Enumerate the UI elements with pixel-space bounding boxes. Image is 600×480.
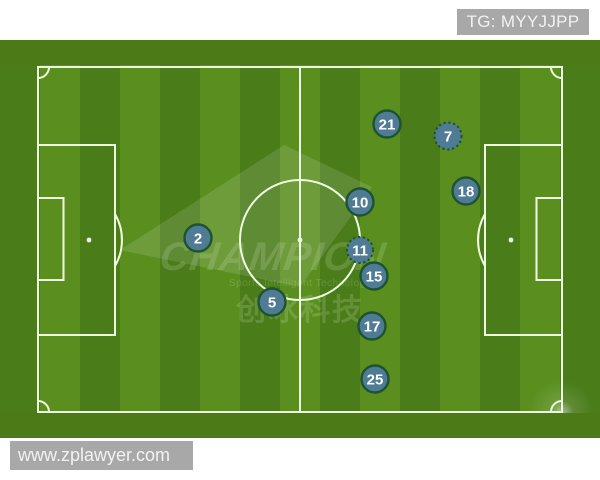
svg-text:18: 18 (458, 184, 475, 201)
svg-text:10: 10 (352, 195, 369, 212)
svg-text:5: 5 (268, 295, 276, 312)
svg-text:25: 25 (367, 372, 384, 389)
svg-text:7: 7 (444, 129, 452, 146)
svg-text:21: 21 (379, 117, 396, 134)
svg-text:17: 17 (364, 319, 381, 336)
svg-text:15: 15 (366, 269, 383, 286)
svg-text:2: 2 (194, 231, 202, 248)
svg-text:11: 11 (352, 243, 368, 260)
